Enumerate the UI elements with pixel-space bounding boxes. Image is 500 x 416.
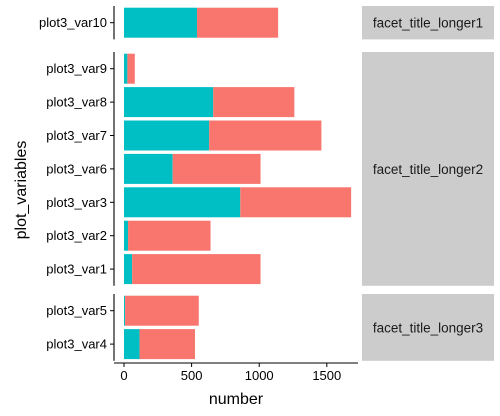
facet-panel: facet_title_longer1 plot3_var10	[39, 6, 494, 40]
bar-segment-b	[124, 187, 241, 218]
bar-segment-b	[124, 295, 126, 326]
panels-layer: facet_title_longer1plot3_var10facet_titl…	[39, 6, 494, 361]
bar-segment-b	[124, 120, 210, 151]
facet-panel: facet_title_longer3 plot3_var5 plot3_var4	[46, 294, 494, 361]
y-axis-title: plot_variables	[13, 141, 30, 240]
bar-segment-a	[139, 329, 195, 360]
bar-segment-b	[124, 87, 214, 118]
x-axis: 0 500 1000 1500	[114, 362, 358, 383]
y-tick-label: plot3_var7	[46, 128, 107, 143]
x-tick-label: 1500	[312, 368, 341, 383]
y-tick-label: plot3_var2	[46, 228, 107, 243]
facet-strip	[362, 6, 494, 40]
bar-segment-b	[124, 153, 173, 184]
y-tick-label: plot3_var8	[46, 95, 107, 110]
y-tick-label: plot3_var9	[46, 61, 107, 76]
bar-segment-b	[124, 254, 133, 285]
bar-segment-a	[213, 87, 295, 118]
bar-segment-a	[127, 53, 135, 84]
bar-segment-b	[124, 220, 129, 251]
x-axis-title: number	[209, 391, 264, 408]
bar-segment-a	[125, 295, 199, 326]
facet-strip	[362, 294, 494, 361]
x-tick-label: 0	[120, 368, 127, 383]
bar-segment-a	[197, 7, 279, 38]
facet-strip-label: facet_title_longer1	[373, 16, 483, 31]
bar-segment-b	[124, 7, 198, 38]
facet-strip-label: facet_title_longer3	[373, 320, 483, 335]
y-tick-label: plot3_var10	[39, 15, 107, 30]
bar-segment-a	[128, 220, 211, 251]
x-tick-label: 500	[181, 368, 203, 383]
bar-segment-b	[124, 53, 128, 84]
y-tick-label: plot3_var5	[46, 303, 107, 318]
bar-segment-a	[132, 254, 261, 285]
facet-strip	[362, 52, 494, 286]
bar-segment-a	[240, 187, 352, 218]
facet-strip-label: facet_title_longer2	[373, 162, 483, 177]
facet-panel: facet_title_longer2 plot3_var9 plot3_var8p…	[46, 52, 494, 286]
y-tick-label: plot3_var6	[46, 161, 107, 176]
y-tick-label: plot3_var1	[46, 262, 107, 277]
y-tick-label: plot3_var4	[46, 337, 107, 352]
bar-segment-b	[124, 329, 140, 360]
y-tick-label: plot3_var3	[46, 195, 107, 210]
bar-segment-a	[209, 120, 322, 151]
bar-segment-a	[172, 153, 261, 184]
x-tick-label: 1000	[245, 368, 274, 383]
